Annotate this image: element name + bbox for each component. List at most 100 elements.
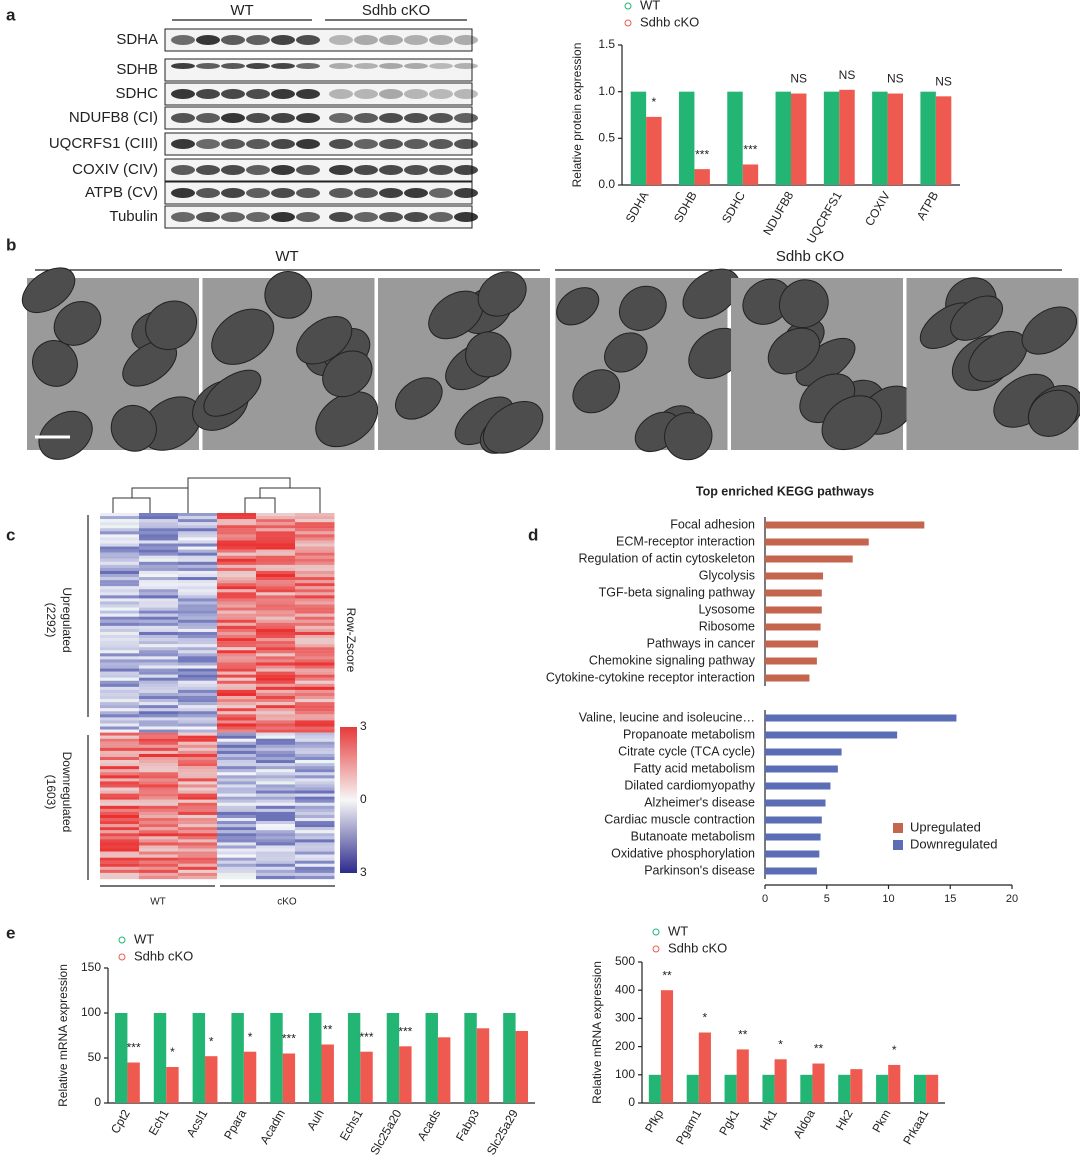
heatmap-cell (178, 711, 218, 715)
heatmap-cell (178, 814, 218, 819)
heatmap-cell (256, 842, 296, 846)
heatmap-cell (256, 686, 296, 691)
heatmap-cell (295, 552, 335, 556)
blot-band (196, 188, 220, 198)
bar (646, 116, 662, 185)
heatmap-cell (217, 692, 257, 697)
column-label: cKO (277, 897, 297, 908)
heatmap-cell (256, 665, 296, 669)
heatmap-cell (256, 631, 296, 636)
heatmap-cell (256, 622, 296, 626)
blot-band (171, 165, 195, 175)
heatmap-cell (295, 696, 335, 700)
bar (887, 93, 904, 185)
heatmap-cell (295, 577, 335, 581)
heatmap-cell (178, 543, 218, 547)
heatmap-cell (256, 604, 296, 608)
heatmap-cell (295, 747, 335, 752)
heatmap-cell (100, 638, 140, 642)
bar (765, 782, 831, 790)
heatmap-cell (139, 717, 179, 721)
heatmap-cell (100, 650, 140, 654)
bar (736, 1049, 749, 1103)
heatmap-cell (295, 656, 335, 660)
heatmap-cell (139, 525, 179, 529)
heatmap-cell (256, 635, 296, 639)
heatmap-cell (100, 872, 140, 877)
heatmap-cell (100, 671, 140, 675)
heatmap-cell (256, 647, 296, 651)
heatmap-cell (100, 790, 140, 794)
heatmap-cell (178, 775, 218, 779)
heatmap-cell (217, 848, 257, 852)
heatmap-cell (100, 750, 140, 755)
heatmap-cell (256, 638, 296, 642)
heatmap-cell (100, 683, 140, 687)
heatmap-cell (178, 534, 218, 538)
blot-band (454, 165, 478, 175)
heatmap-cell (139, 790, 179, 794)
y-tick-label: 0.5 (598, 131, 615, 145)
heatmap-cell (100, 567, 140, 572)
heatmap-cell (139, 622, 179, 626)
heatmap-cell (256, 555, 296, 559)
heatmap-cell (295, 802, 335, 806)
bar (114, 1013, 128, 1103)
bar (399, 1046, 412, 1103)
blot-band (429, 165, 453, 175)
heatmap-cell (100, 766, 140, 770)
heatmap-cell (100, 802, 140, 806)
heatmap-cell (256, 528, 296, 532)
heatmap-cell (139, 702, 179, 706)
bar (765, 555, 853, 563)
blot-band (429, 113, 453, 123)
heatmap-cell (295, 604, 335, 608)
heatmap-cell (139, 769, 179, 773)
heatmap-cell (100, 784, 140, 788)
heatmap-cell (100, 744, 140, 748)
heatmap-cell (178, 577, 218, 581)
heatmap-cell (139, 753, 179, 758)
bar (765, 640, 819, 648)
heatmap-cell (217, 598, 257, 602)
x-tick-label: Aldoa (790, 1107, 818, 1141)
heatmap-cell (178, 671, 218, 675)
heatmap-cell (256, 543, 296, 547)
heatmap-cell (295, 686, 335, 691)
heatmap-cell (295, 616, 335, 620)
blot-band (246, 63, 270, 69)
blot-band (329, 89, 353, 99)
heatmap-cell (256, 598, 296, 602)
colorbar (340, 727, 357, 873)
heatmap-cell (139, 659, 179, 663)
blot-band (196, 89, 220, 99)
category-label: Citrate cycle (TCA cycle) (618, 744, 755, 758)
blot-band (329, 212, 353, 222)
category-label: Dilated cardiomyopathy (624, 778, 755, 792)
heatmap-cell (217, 836, 257, 840)
category-label: Oxidative phosphorylation (611, 846, 755, 860)
x-tick-label: Prkaa1 (900, 1107, 931, 1147)
heatmap-cell (217, 558, 257, 562)
bar (686, 1074, 699, 1103)
heatmap-cell (100, 772, 140, 776)
heatmap-cell (217, 805, 257, 809)
mitochondrion (572, 369, 621, 414)
heatmap-cell (217, 802, 257, 806)
heatmap-cell (295, 692, 335, 697)
blot-band (429, 89, 453, 99)
x-tick-label: Acadm (257, 1107, 288, 1146)
heatmap-cell (295, 863, 335, 867)
heatmap-cell (139, 580, 179, 584)
heatmap-cell (100, 647, 140, 651)
y-axis-title: Relative mRNA expression (56, 964, 70, 1107)
mitochondrion (778, 279, 829, 329)
heatmap-cell (100, 732, 140, 736)
heatmap-cell (217, 686, 257, 691)
significance-label: ** (738, 1028, 748, 1042)
category-label: Ribosome (699, 619, 755, 633)
heatmap-cell (295, 790, 335, 794)
significance-label: ** (323, 1023, 333, 1037)
heatmap-cell (139, 732, 179, 736)
